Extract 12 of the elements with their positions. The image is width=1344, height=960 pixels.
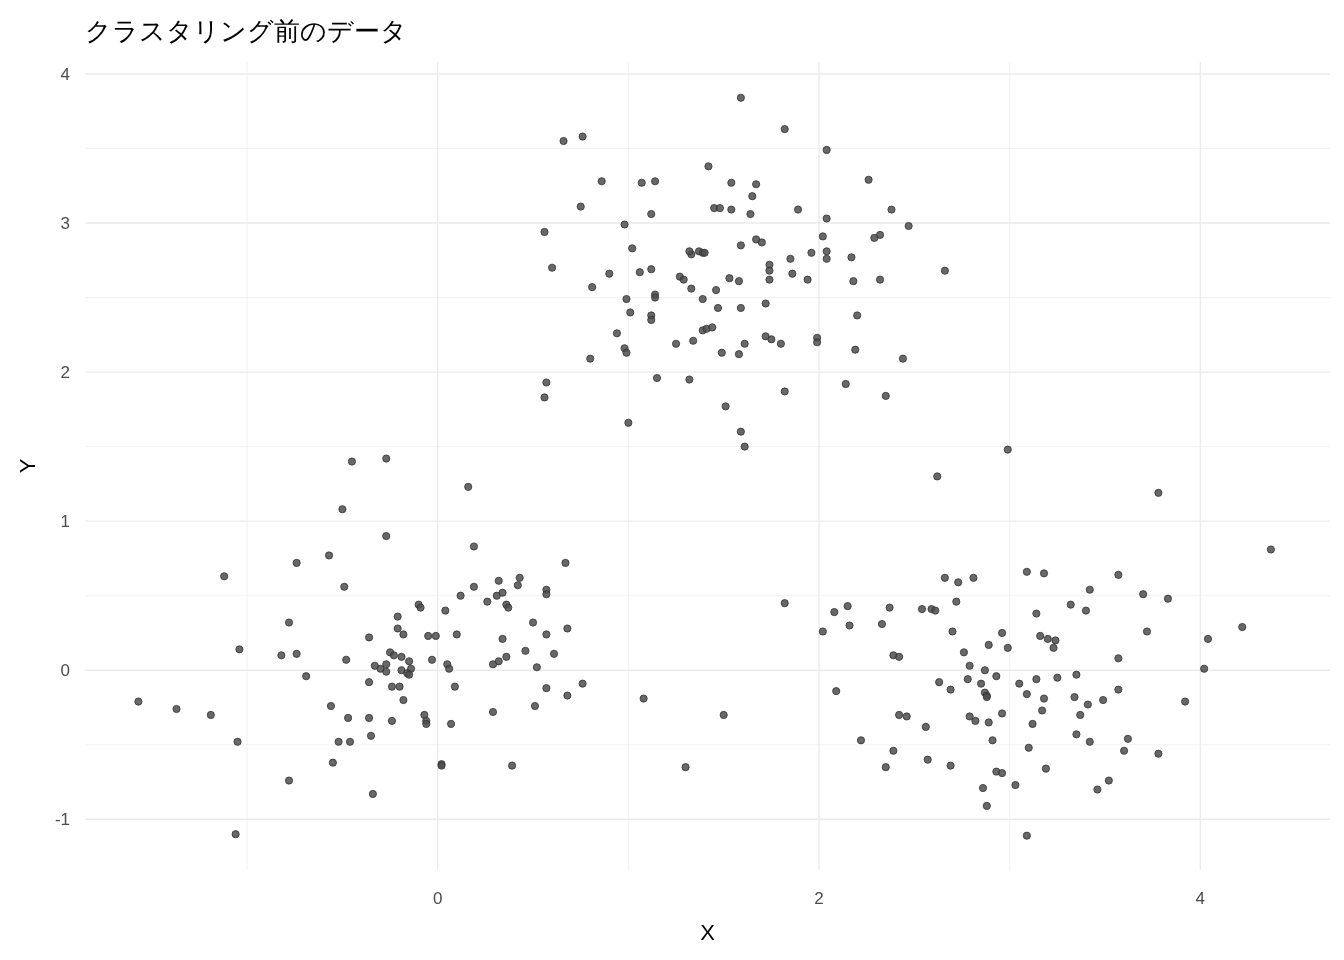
x-tick-label: 2 [814,889,824,908]
y-tick-label: 4 [60,64,70,84]
x-tick-label: 4 [1195,889,1206,908]
y-tick-label: 2 [60,363,70,383]
x-tick-label: 0 [432,889,443,908]
x-axis-title: X [700,920,716,945]
y-tick-label: 3 [60,213,70,233]
chart-title: クラスタリング前のデータ [85,16,407,46]
y-axis-title: Y [15,458,40,474]
y-tick-label: -1 [54,810,70,830]
y-tick-label: 1 [60,512,70,532]
y-tick-label: 0 [60,661,70,681]
